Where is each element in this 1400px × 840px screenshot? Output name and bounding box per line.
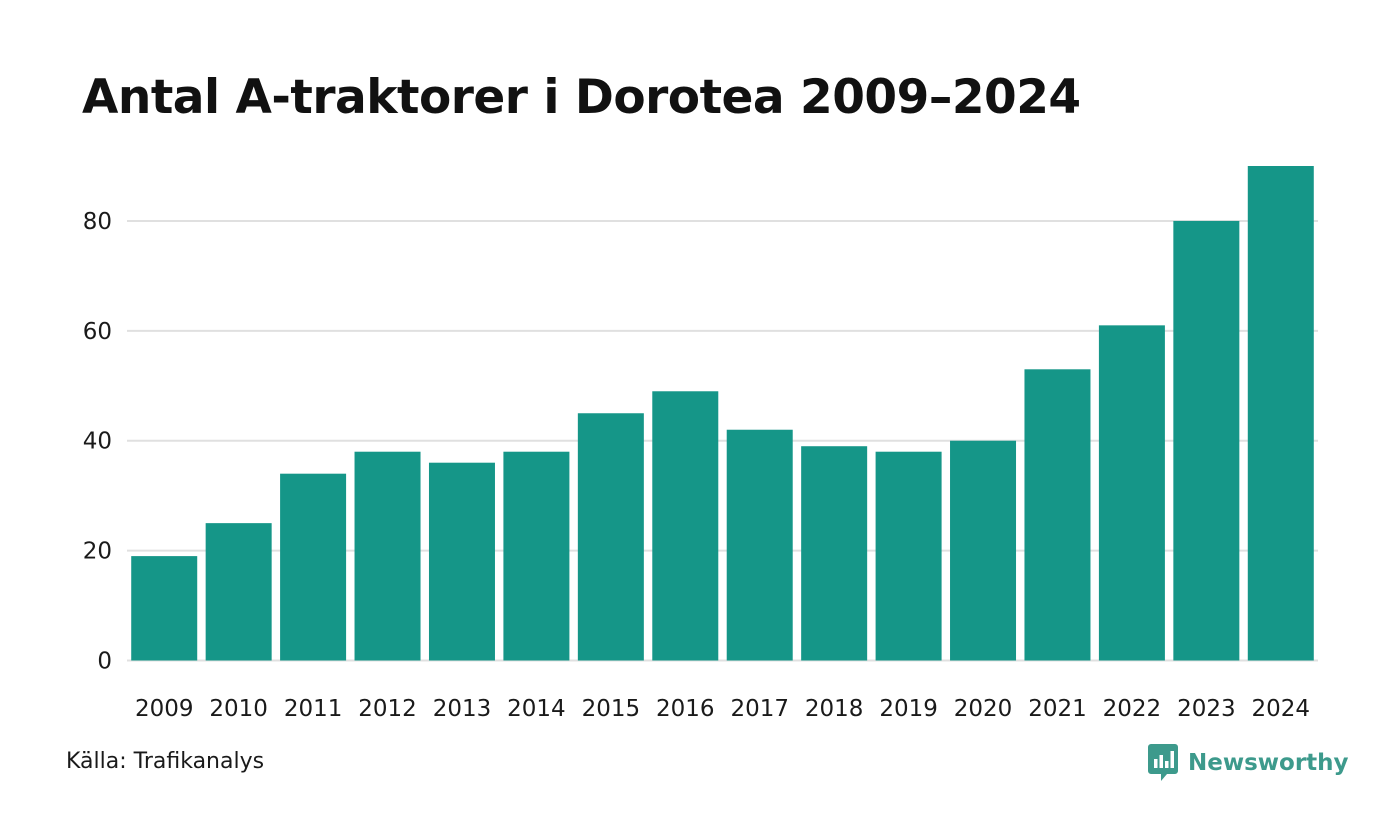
x-tick-label-2016: 2016 [656,696,715,722]
y-tick-label: 20 [83,539,112,565]
bar-2023 [1173,220,1240,661]
bar-2015 [577,413,644,661]
x-tick-label-2011: 2011 [284,696,343,722]
bars [131,166,1314,661]
newsworthy-logo-icon [1148,744,1178,781]
bar-2024 [1247,166,1314,661]
x-tick-label-2009: 2009 [135,696,194,722]
x-tick-label-2014: 2014 [507,696,566,722]
bar-2014 [503,451,570,661]
bar-2018 [801,446,868,661]
x-tick-label-2015: 2015 [582,696,641,722]
x-tick-label-2017: 2017 [730,696,789,722]
bar-2019 [875,451,942,661]
bar-2011 [280,473,347,661]
x-tick-label-2023: 2023 [1177,696,1236,722]
bar-2016 [652,391,719,661]
x-tick-label-2012: 2012 [358,696,417,722]
y-tick-label: 40 [83,429,112,455]
bar-2009 [131,556,198,661]
x-tick-label-2010: 2010 [209,696,268,722]
x-tick-label-2021: 2021 [1028,696,1087,722]
bar-2010 [205,523,272,661]
bar-2012 [354,451,421,661]
x-tick-label-2019: 2019 [879,696,938,722]
chart-title: Antal A-traktorer i Dorotea 2009–2024 [82,70,1081,125]
x-tick-label-2018: 2018 [805,696,864,722]
y-tick-label: 0 [97,649,112,675]
y-tick-label: 60 [83,319,112,345]
brand-logo: Newsworthy [1148,744,1349,782]
x-tick-label-2013: 2013 [433,696,492,722]
source-note: Källa: Trafikanalys [66,749,265,774]
x-tick-label-2024: 2024 [1252,696,1311,722]
x-tick-label-2020: 2020 [954,696,1013,722]
y-tick-label: 80 [83,209,112,235]
brand-name: Newsworthy [1188,750,1349,776]
axis-labels: 0 20 40 60 80 2009 2010 2011 2012 2013 2014 2015 201… [83,209,1310,722]
x-tick-label-2022: 2022 [1103,696,1162,722]
bar-2021 [1024,369,1091,661]
bar-2022 [1098,325,1165,661]
bar-2017 [726,429,793,661]
bar-2013 [428,462,495,661]
bar-2020 [950,440,1017,661]
